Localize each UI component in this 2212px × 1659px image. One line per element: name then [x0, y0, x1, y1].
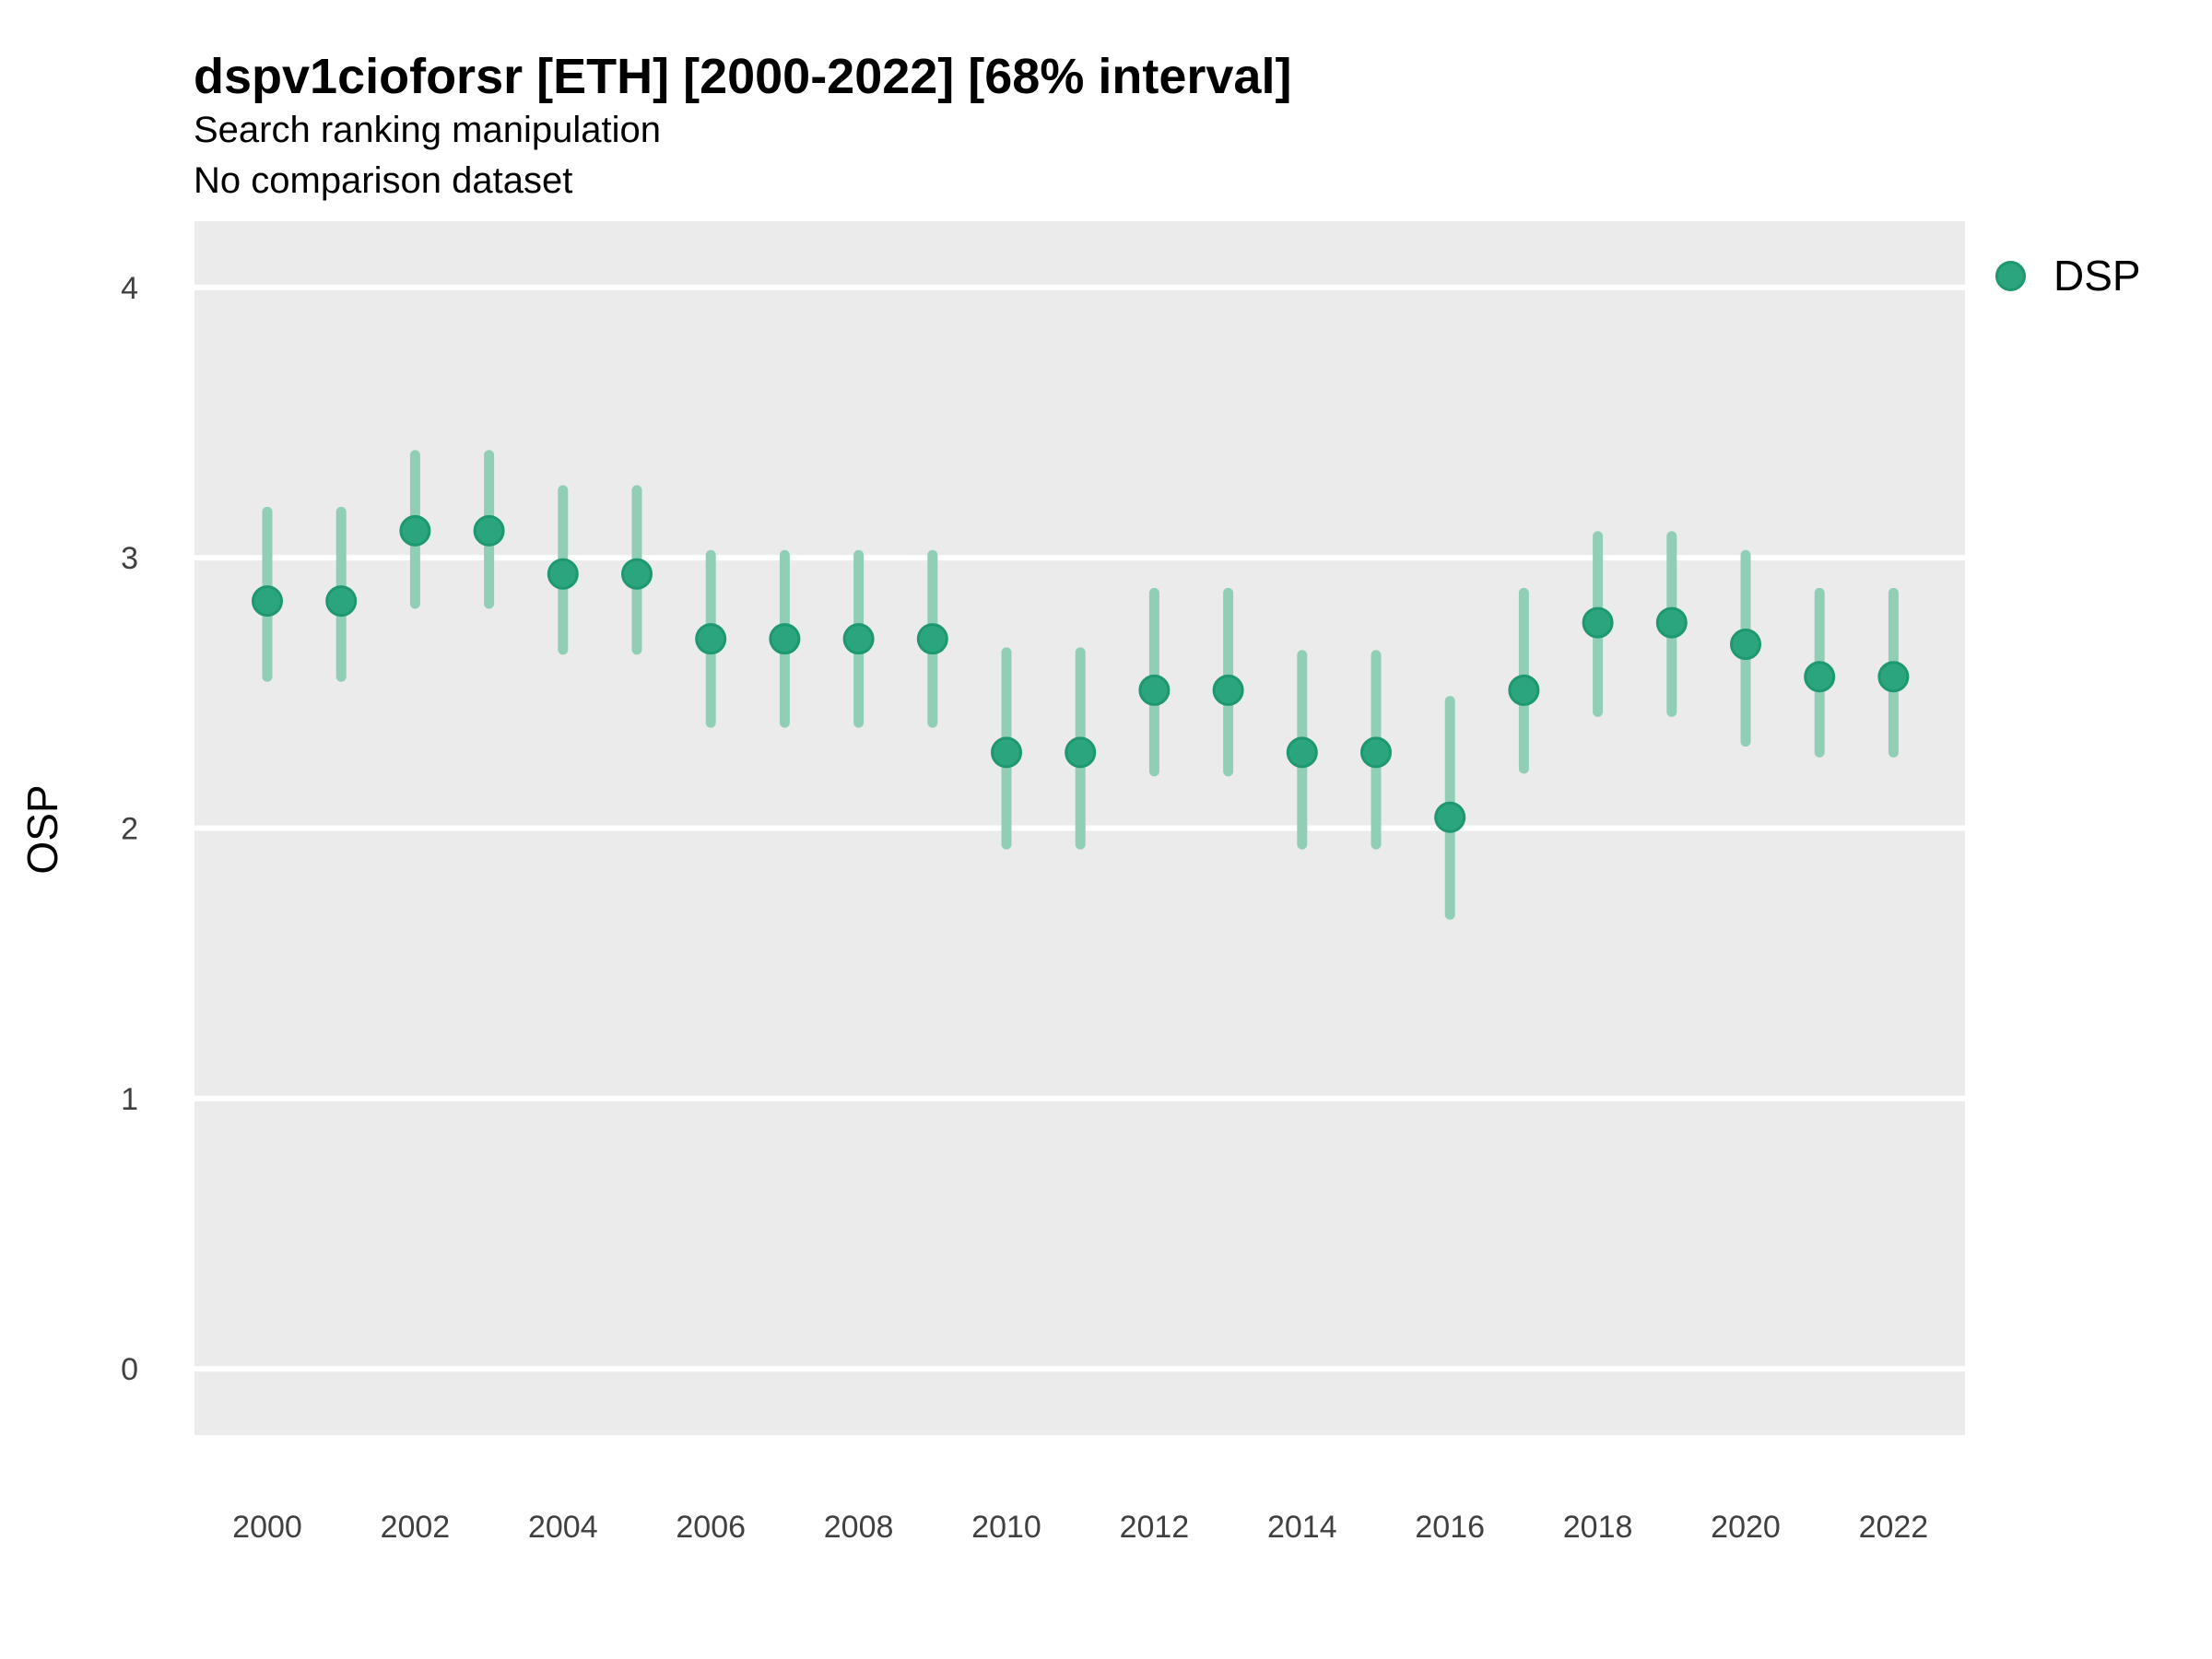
point-2011 — [1065, 736, 1097, 769]
point-2022 — [1877, 661, 1910, 693]
point-2007 — [769, 623, 801, 655]
x-tick-label: 2000 — [232, 1510, 302, 1545]
x-tick-label: 2012 — [1120, 1510, 1190, 1545]
y-tick-label: 4 — [121, 271, 138, 306]
x-tick-label: 2002 — [381, 1510, 451, 1545]
point-2001 — [325, 585, 358, 618]
point-2002 — [399, 514, 431, 547]
chart-subtitle: Search ranking manipulation — [194, 110, 661, 150]
point-2005 — [621, 558, 653, 590]
point-2016 — [1434, 801, 1466, 833]
point-2004 — [547, 558, 579, 590]
point-2009 — [916, 623, 948, 655]
point-2020 — [1730, 629, 1761, 661]
legend: DSP — [1995, 252, 2141, 300]
point-2006 — [695, 623, 727, 655]
x-tick-label: 2008 — [824, 1510, 894, 1545]
point-2003 — [473, 514, 505, 547]
y-tick-label: 2 — [121, 812, 138, 847]
x-tick-label: 2006 — [676, 1510, 746, 1545]
x-tick-label: 2014 — [1267, 1510, 1337, 1545]
x-tick-label: 2004 — [528, 1510, 598, 1545]
legend-label: DSP — [2053, 252, 2141, 300]
chart-title: dspv1cioforsr [ETH] [2000-2022] [68% int… — [194, 49, 1292, 104]
x-tick-label: 2022 — [1859, 1510, 1929, 1545]
x-tick-label: 2016 — [1415, 1510, 1485, 1545]
point-2018 — [1582, 606, 1614, 639]
point-2012 — [1138, 674, 1171, 706]
point-2015 — [1360, 736, 1392, 769]
legend-point-icon — [1995, 261, 2026, 291]
point-2017 — [1508, 674, 1540, 706]
y-tick-label: 0 — [121, 1352, 138, 1387]
point-2013 — [1212, 674, 1244, 706]
x-tick-label: 2020 — [1711, 1510, 1781, 1545]
x-tick-label: 2018 — [1563, 1510, 1633, 1545]
y-tick-label: 3 — [121, 541, 138, 576]
x-tick-label: 2010 — [971, 1510, 1041, 1545]
point-2000 — [252, 585, 283, 618]
y-tick-label: 1 — [121, 1082, 138, 1117]
point-2014 — [1286, 736, 1318, 769]
point-2008 — [842, 623, 875, 655]
point-2019 — [1655, 606, 1688, 639]
chart-note: No comparison dataset — [194, 160, 573, 201]
point-2021 — [1804, 661, 1836, 693]
point-2010 — [991, 736, 1022, 769]
